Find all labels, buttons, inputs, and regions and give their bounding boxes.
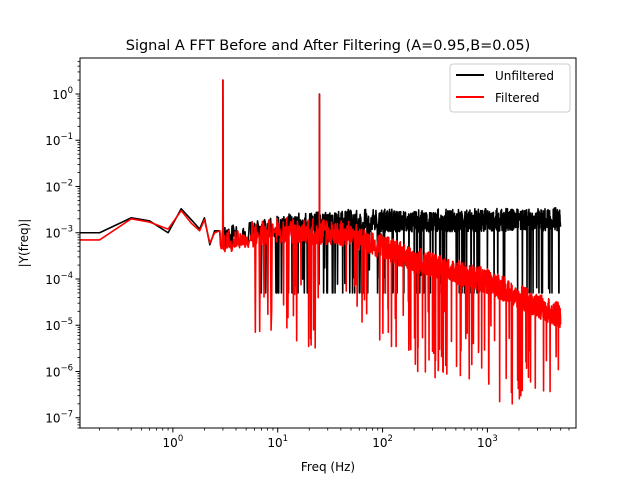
x-tick-label: 103: [477, 434, 498, 450]
series-layer: [80, 79, 562, 405]
x-axis-ticks: 100 101 102 103: [99, 428, 570, 450]
y-axis-label: |Y(freq)|: [17, 219, 31, 268]
x-tick-label: 101: [267, 434, 288, 450]
chart-title: Signal A FFT Before and After Filtering …: [126, 38, 531, 54]
x-tick-label: 102: [372, 434, 393, 450]
y-axis-ticks: 10−7 10−6 10−5 10−4 10−3 10−2 10−1 100: [45, 61, 80, 429]
y-tick-label: 100: [52, 86, 73, 102]
y-tick-label: 10−7: [45, 410, 73, 426]
y-tick-label: 10−5: [45, 317, 73, 333]
x-tick-label: 100: [163, 434, 184, 450]
series-line-filtered: [80, 79, 562, 405]
y-tick-label: 10−2: [45, 178, 73, 194]
y-tick-label: 10−4: [45, 271, 73, 287]
legend: Unfiltered Filtered: [449, 63, 571, 113]
x-axis-label: Freq (Hz): [301, 460, 355, 474]
legend-label-filtered: Filtered: [495, 91, 539, 105]
y-tick-label: 10−3: [45, 225, 73, 241]
y-tick-label: 10−1: [45, 132, 73, 148]
y-tick-label: 10−6: [45, 363, 73, 379]
legend-label-unfiltered: Unfiltered: [495, 69, 554, 83]
